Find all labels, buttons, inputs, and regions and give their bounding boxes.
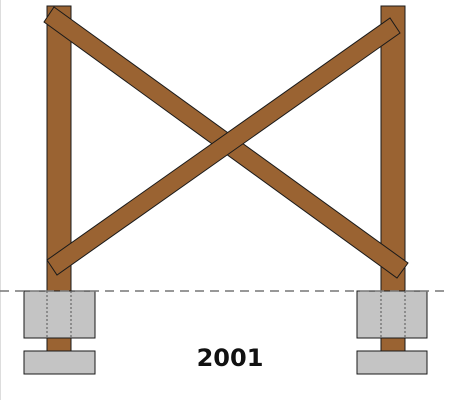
left-base bbox=[23, 350, 96, 375]
right-footing bbox=[356, 290, 428, 339]
right-base bbox=[356, 350, 428, 375]
left-footing bbox=[23, 290, 96, 339]
diagonal-brace-up bbox=[46, 17, 401, 276]
year-label: 2001 bbox=[197, 344, 264, 372]
